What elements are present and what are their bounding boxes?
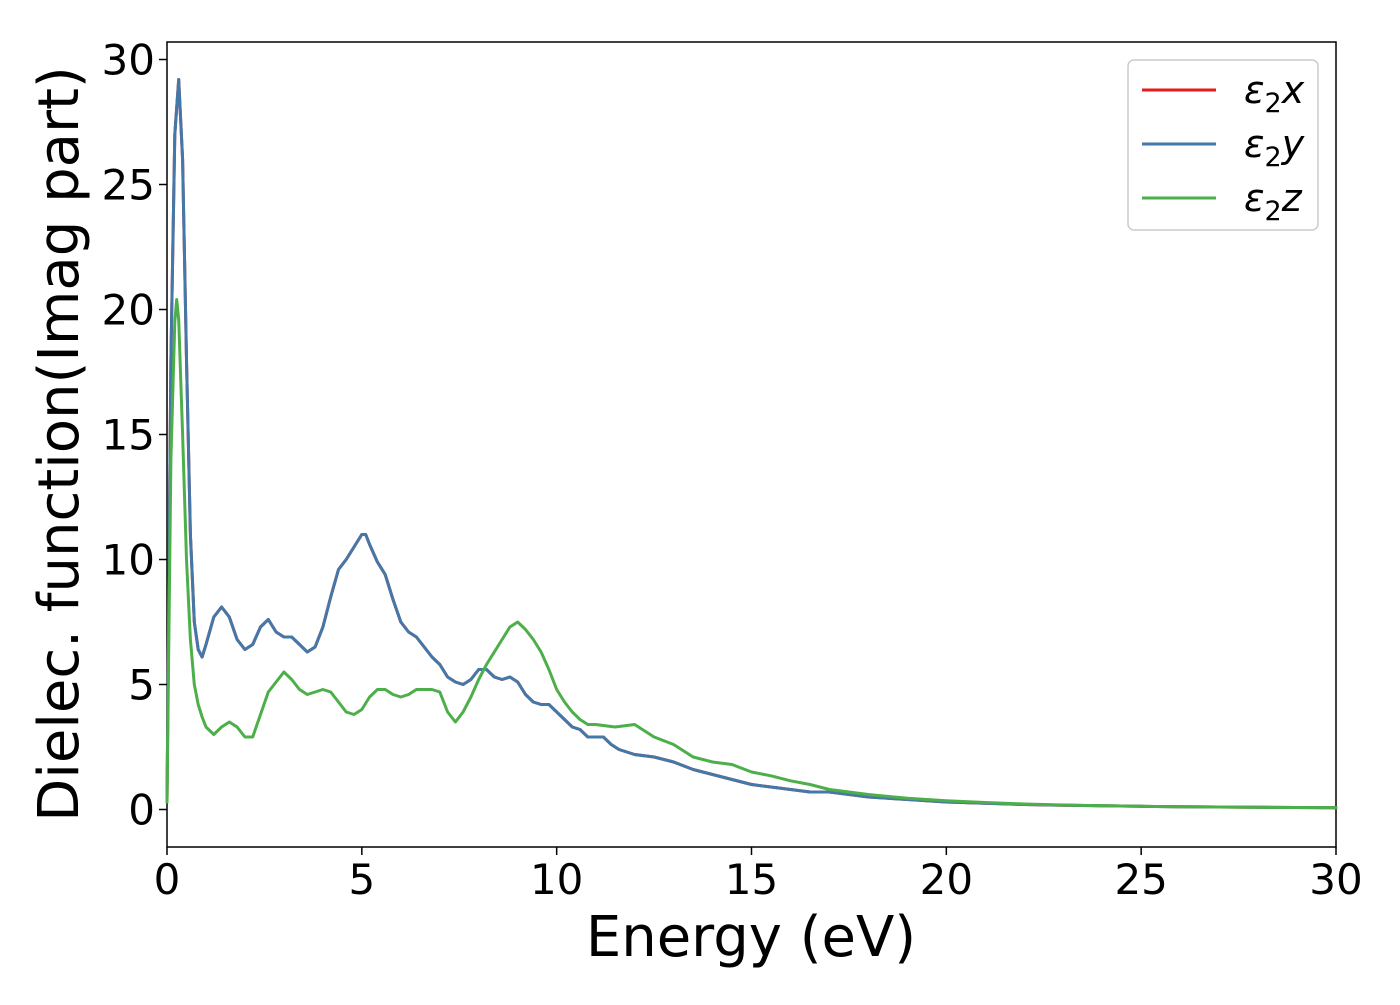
y-axis-title: Dielec. function(Imag part) (27, 66, 92, 822)
x-axis: 0 5 10 15 20 25 30 (154, 847, 1363, 904)
x-tick-label: 15 (725, 855, 778, 904)
x-tick-label: 0 (154, 855, 181, 904)
x-tick-label: 5 (348, 855, 375, 904)
legend-label-y: ε2y (1244, 122, 1305, 173)
y-tick-label: 5 (128, 661, 155, 710)
y-tick-label: 30 (102, 36, 155, 85)
legend-label-x: ε2x (1244, 68, 1305, 119)
series-line-z (165, 298, 1338, 810)
y-tick-label: 15 (102, 411, 155, 460)
y-tick-label: 0 (128, 786, 155, 835)
legend-box (1127, 59, 1319, 231)
series-line-y (165, 78, 1338, 810)
x-tick-label: 30 (1309, 855, 1362, 904)
y-axis: 0 5 10 15 20 25 30 (102, 36, 167, 835)
x-tick-label: 20 (920, 855, 973, 904)
x-axis-title: Energy (eV) (586, 905, 916, 970)
series-layer (165, 78, 1338, 810)
y-tick-label: 20 (102, 286, 155, 335)
legend-label-z: ε2z (1244, 176, 1303, 227)
x-tick-label: 10 (530, 855, 583, 904)
x-tick-label: 25 (1114, 855, 1167, 904)
y-tick-label: 25 (102, 161, 155, 210)
y-tick-label: 10 (102, 536, 155, 585)
